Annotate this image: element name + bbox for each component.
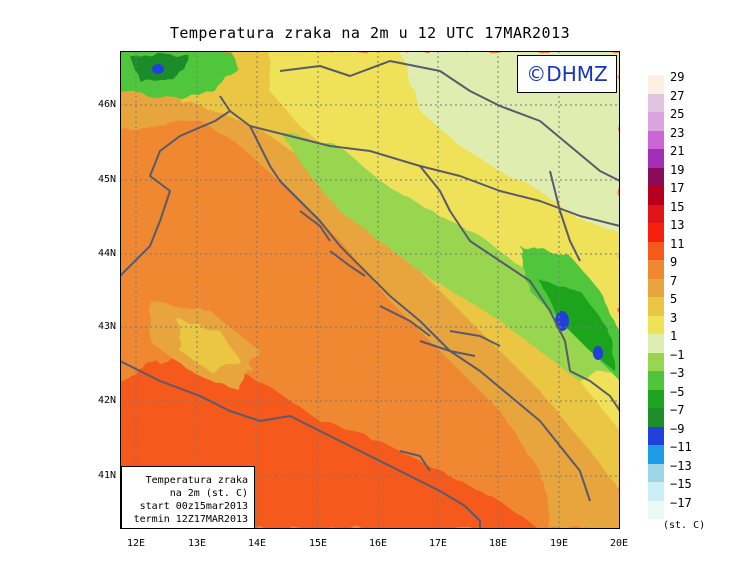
legend-label: 13: [670, 218, 685, 232]
lon-label: 16E: [368, 538, 388, 549]
legend-label: 27: [670, 88, 685, 103]
lat-label: 46N: [97, 99, 116, 110]
legend-swatch: [648, 482, 664, 501]
lon-label: 19E: [549, 538, 569, 549]
legend-label: −11: [670, 440, 692, 454]
map-title: Temperatura zraka na 2m u 12 UTC 17MAR20…: [169, 24, 571, 42]
gridlines: [120, 51, 620, 529]
lon-label: 20E: [609, 538, 629, 549]
lat-label: 45N: [97, 174, 116, 185]
legend-label: −5: [670, 384, 685, 399]
legend-label: 23: [670, 125, 685, 140]
temp-band-minus1: [280, 131, 610, 381]
legend-label: 1: [670, 329, 678, 343]
legend-swatch: [648, 371, 664, 390]
legend-swatch: [648, 500, 664, 519]
legend-swatch: [648, 260, 664, 279]
legend-swatch: [648, 389, 664, 408]
legend-swatch: [648, 408, 664, 427]
legend-swatch: [648, 75, 664, 94]
info-box: Temperatura zraka na 2m (st. C) start 00…: [121, 466, 255, 529]
cold-spot-3: [152, 64, 164, 74]
lat-label: 42N: [97, 395, 116, 406]
legend-swatch: [648, 315, 664, 334]
legend-swatch: [648, 186, 664, 205]
legend-label: 3: [670, 310, 678, 325]
lon-label: 17E: [428, 538, 448, 549]
lat-label: 41N: [97, 470, 116, 481]
legend-label: 17: [670, 181, 685, 195]
legend-label: −7: [670, 403, 685, 417]
lon-label: 12E: [126, 538, 146, 549]
legend-label: 5: [670, 292, 678, 306]
legend-label: −9: [670, 421, 685, 436]
lat-label: 43N: [97, 321, 116, 332]
lon-label: 15E: [308, 538, 328, 549]
legend-swatch: [648, 112, 664, 131]
temp-band-1: [400, 51, 620, 231]
map-frame: [120, 51, 620, 529]
legend-swatch: [648, 223, 664, 242]
legend-swatch: [648, 167, 664, 186]
legend-swatch: [648, 463, 664, 482]
legend-swatch: [648, 352, 664, 371]
lon-label: 18E: [488, 538, 508, 549]
legend-swatch: [648, 297, 664, 316]
legend-swatch: [648, 130, 664, 149]
info-line: start 00z15mar2013: [139, 501, 248, 512]
legend-swatch: [648, 204, 664, 223]
legend-label: 11: [670, 236, 685, 251]
legend-swatch: [648, 93, 664, 112]
legend-label: 29: [670, 70, 685, 84]
info-line: na 2m (st. C): [169, 488, 248, 499]
legend-swatch: [648, 445, 664, 464]
legend-label: 7: [670, 273, 678, 288]
info-line: Temperatura zraka: [145, 475, 248, 486]
lon-label: 14E: [247, 538, 267, 549]
legend-label: 19: [670, 162, 685, 177]
legend-swatch: [648, 426, 664, 445]
lat-label: 44N: [97, 248, 116, 259]
legend-label: 25: [670, 107, 685, 121]
coastlines: [120, 60, 620, 529]
lon-label: 13E: [187, 538, 207, 549]
cold-spot-2: [593, 346, 603, 360]
info-line: termin 12Z17MAR2013: [133, 514, 248, 525]
legend-swatch: [648, 278, 664, 297]
legend-label: −13: [670, 458, 692, 473]
legend-label: −1: [670, 347, 685, 362]
legend-label: 9: [670, 255, 678, 269]
legend-label: −15: [670, 477, 692, 491]
legend-unit: (st. C): [663, 520, 706, 531]
legend-label: −17: [670, 495, 692, 510]
temp-italy-patch-2: [180, 321, 240, 371]
legend-swatch: [648, 149, 664, 168]
legend-label: 21: [670, 144, 685, 158]
legend-label: 15: [670, 199, 685, 214]
legend-swatch: [648, 241, 664, 260]
cold-spot-1: [555, 311, 569, 331]
legend-swatch: [648, 334, 664, 353]
legend-label: −3: [670, 366, 685, 380]
dhmz-logo: ©DHMZ: [517, 55, 617, 93]
temperature-map: [120, 51, 620, 529]
